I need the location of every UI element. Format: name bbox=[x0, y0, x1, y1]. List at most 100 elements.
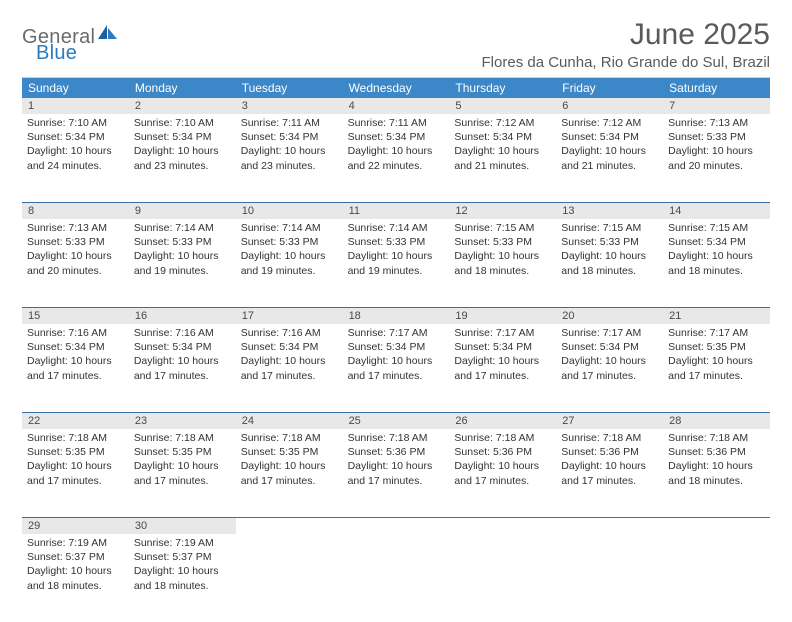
daylight-line: Daylight: 10 hours and 17 minutes. bbox=[27, 459, 124, 487]
day-number: 29 bbox=[22, 518, 129, 534]
day-number-cell: 14 bbox=[663, 203, 770, 219]
day-number: 14 bbox=[663, 203, 770, 219]
empty-cell bbox=[449, 534, 556, 622]
daylight-line: Daylight: 10 hours and 20 minutes. bbox=[668, 144, 765, 172]
month-title: June 2025 bbox=[482, 18, 770, 52]
sunrise-line: Sunrise: 7:15 AM bbox=[668, 221, 765, 235]
daylight-line: Daylight: 10 hours and 20 minutes. bbox=[27, 249, 124, 277]
empty-cell bbox=[343, 518, 450, 534]
sunrise-line: Sunrise: 7:17 AM bbox=[454, 326, 551, 340]
daylight-line: Daylight: 10 hours and 21 minutes. bbox=[454, 144, 551, 172]
sunset-line: Sunset: 5:34 PM bbox=[454, 340, 551, 354]
sunset-line: Sunset: 5:36 PM bbox=[454, 445, 551, 459]
day-header: Tuesday bbox=[236, 78, 343, 98]
sunrise-line: Sunrise: 7:16 AM bbox=[27, 326, 124, 340]
daylight-line: Daylight: 10 hours and 17 minutes. bbox=[348, 354, 445, 382]
sunset-line: Sunset: 5:34 PM bbox=[241, 130, 338, 144]
day-number-cell: 18 bbox=[343, 308, 450, 324]
day-cell: Sunrise: 7:14 AMSunset: 5:33 PMDaylight:… bbox=[343, 219, 450, 307]
day-cell: Sunrise: 7:18 AMSunset: 5:36 PMDaylight:… bbox=[343, 429, 450, 517]
sunrise-line: Sunrise: 7:19 AM bbox=[134, 536, 231, 550]
daylight-line: Daylight: 10 hours and 18 minutes. bbox=[134, 564, 231, 592]
day-number-cell: 15 bbox=[22, 308, 129, 324]
sunset-line: Sunset: 5:33 PM bbox=[348, 235, 445, 249]
day-number-cell: 4 bbox=[343, 98, 450, 114]
day-cell: Sunrise: 7:17 AMSunset: 5:34 PMDaylight:… bbox=[556, 324, 663, 412]
daylight-line: Daylight: 10 hours and 17 minutes. bbox=[561, 459, 658, 487]
day-cell: Sunrise: 7:18 AMSunset: 5:35 PMDaylight:… bbox=[129, 429, 236, 517]
day-number-cell: 8 bbox=[22, 203, 129, 219]
day-number: 27 bbox=[556, 413, 663, 429]
sunset-line: Sunset: 5:34 PM bbox=[134, 130, 231, 144]
sunrise-line: Sunrise: 7:13 AM bbox=[668, 116, 765, 130]
empty-cell bbox=[343, 534, 450, 622]
sunset-line: Sunset: 5:34 PM bbox=[561, 340, 658, 354]
daylight-line: Daylight: 10 hours and 24 minutes. bbox=[27, 144, 124, 172]
sunset-line: Sunset: 5:34 PM bbox=[27, 340, 124, 354]
logo-sail-icon bbox=[97, 24, 119, 47]
sunset-line: Sunset: 5:36 PM bbox=[668, 445, 765, 459]
sunset-line: Sunset: 5:36 PM bbox=[561, 445, 658, 459]
day-number: 10 bbox=[236, 203, 343, 219]
sunset-line: Sunset: 5:34 PM bbox=[454, 130, 551, 144]
sunset-line: Sunset: 5:33 PM bbox=[561, 235, 658, 249]
location: Flores da Cunha, Rio Grande do Sul, Braz… bbox=[482, 54, 770, 71]
day-number-cell: 11 bbox=[343, 203, 450, 219]
day-number-cell: 7 bbox=[663, 98, 770, 114]
logo: General Blue bbox=[22, 24, 119, 63]
sunrise-line: Sunrise: 7:19 AM bbox=[27, 536, 124, 550]
sunrise-line: Sunrise: 7:14 AM bbox=[348, 221, 445, 235]
day-cell: Sunrise: 7:16 AMSunset: 5:34 PMDaylight:… bbox=[236, 324, 343, 412]
day-number: 15 bbox=[22, 308, 129, 324]
day-number: 11 bbox=[343, 203, 450, 219]
day-header: Saturday bbox=[663, 78, 770, 98]
sunrise-line: Sunrise: 7:18 AM bbox=[348, 431, 445, 445]
sunrise-line: Sunrise: 7:14 AM bbox=[241, 221, 338, 235]
day-number-cell: 23 bbox=[129, 413, 236, 429]
sunset-line: Sunset: 5:35 PM bbox=[27, 445, 124, 459]
empty-cell bbox=[556, 534, 663, 622]
day-cell: Sunrise: 7:17 AMSunset: 5:35 PMDaylight:… bbox=[663, 324, 770, 412]
day-number: 18 bbox=[343, 308, 450, 324]
daylight-line: Daylight: 10 hours and 17 minutes. bbox=[668, 354, 765, 382]
day-number-cell: 2 bbox=[129, 98, 236, 114]
sunset-line: Sunset: 5:36 PM bbox=[348, 445, 445, 459]
daylight-line: Daylight: 10 hours and 17 minutes. bbox=[241, 459, 338, 487]
empty-cell bbox=[449, 518, 556, 534]
daylight-line: Daylight: 10 hours and 19 minutes. bbox=[348, 249, 445, 277]
day-cell: Sunrise: 7:18 AMSunset: 5:35 PMDaylight:… bbox=[236, 429, 343, 517]
day-cell: Sunrise: 7:12 AMSunset: 5:34 PMDaylight:… bbox=[449, 114, 556, 202]
day-number: 30 bbox=[129, 518, 236, 534]
sunrise-line: Sunrise: 7:11 AM bbox=[241, 116, 338, 130]
day-number: 7 bbox=[663, 98, 770, 114]
day-number-cell: 28 bbox=[663, 413, 770, 429]
sunset-line: Sunset: 5:33 PM bbox=[27, 235, 124, 249]
daylight-line: Daylight: 10 hours and 23 minutes. bbox=[241, 144, 338, 172]
sunset-line: Sunset: 5:34 PM bbox=[348, 340, 445, 354]
day-number-cell: 3 bbox=[236, 98, 343, 114]
day-cell: Sunrise: 7:15 AMSunset: 5:33 PMDaylight:… bbox=[556, 219, 663, 307]
day-cell: Sunrise: 7:18 AMSunset: 5:36 PMDaylight:… bbox=[663, 429, 770, 517]
sunrise-line: Sunrise: 7:18 AM bbox=[561, 431, 658, 445]
sunset-line: Sunset: 5:34 PM bbox=[348, 130, 445, 144]
empty-cell bbox=[236, 534, 343, 622]
day-cell: Sunrise: 7:10 AMSunset: 5:34 PMDaylight:… bbox=[22, 114, 129, 202]
daylight-line: Daylight: 10 hours and 21 minutes. bbox=[561, 144, 658, 172]
day-number-cell: 20 bbox=[556, 308, 663, 324]
sunrise-line: Sunrise: 7:13 AM bbox=[27, 221, 124, 235]
day-number: 8 bbox=[22, 203, 129, 219]
day-cell: Sunrise: 7:18 AMSunset: 5:35 PMDaylight:… bbox=[22, 429, 129, 517]
sunset-line: Sunset: 5:35 PM bbox=[241, 445, 338, 459]
day-cell: Sunrise: 7:14 AMSunset: 5:33 PMDaylight:… bbox=[129, 219, 236, 307]
sunset-line: Sunset: 5:34 PM bbox=[241, 340, 338, 354]
day-number: 23 bbox=[129, 413, 236, 429]
day-number-cell: 19 bbox=[449, 308, 556, 324]
daylight-line: Daylight: 10 hours and 17 minutes. bbox=[454, 354, 551, 382]
sunrise-line: Sunrise: 7:16 AM bbox=[241, 326, 338, 340]
day-cell: Sunrise: 7:15 AMSunset: 5:34 PMDaylight:… bbox=[663, 219, 770, 307]
day-number: 28 bbox=[663, 413, 770, 429]
sunrise-line: Sunrise: 7:11 AM bbox=[348, 116, 445, 130]
sunrise-line: Sunrise: 7:10 AM bbox=[27, 116, 124, 130]
day-number-cell: 25 bbox=[343, 413, 450, 429]
sunset-line: Sunset: 5:33 PM bbox=[134, 235, 231, 249]
